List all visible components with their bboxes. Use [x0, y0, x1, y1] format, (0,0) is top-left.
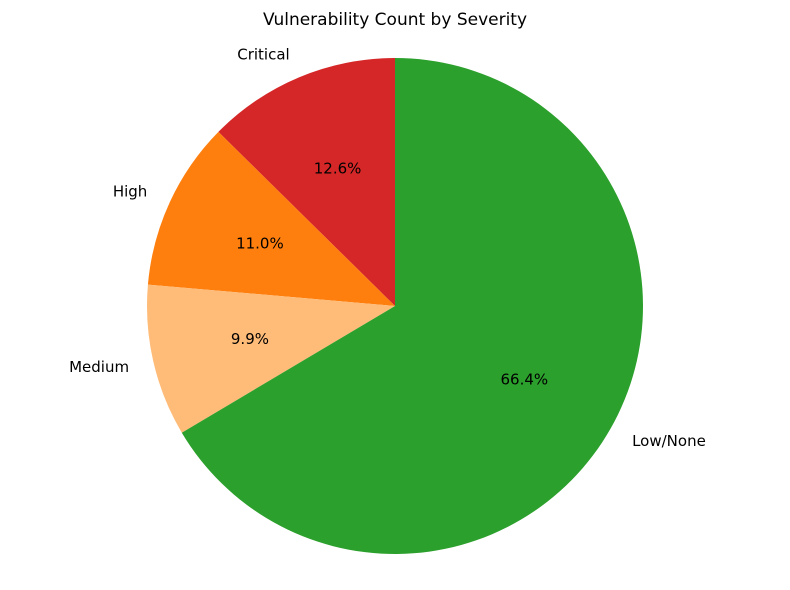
pie-slice-low-none: [181, 58, 643, 555]
labels-layer: Critical 12.6% High 11.0% Medium 9.9% Low/None…: [69, 45, 706, 450]
slice-label-low-none: Low/None: [632, 432, 706, 450]
slice-percent-medium: 9.9%: [231, 330, 269, 348]
pie-slice-high: [147, 131, 395, 306]
pie-slice-critical: [218, 58, 395, 306]
pie-slice-medium: [147, 284, 395, 433]
chart-title: Vulnerability Count by Severity: [263, 10, 527, 30]
slice-label-critical: Critical: [237, 45, 289, 63]
slices-layer: [147, 58, 643, 555]
slice-label-high: High: [113, 183, 147, 201]
slice-label-medium: Medium: [69, 358, 129, 376]
slice-percent-critical: 12.6%: [314, 160, 362, 178]
slice-percent-low-none: 66.4%: [501, 371, 549, 389]
slice-percent-high: 11.0%: [236, 235, 284, 253]
